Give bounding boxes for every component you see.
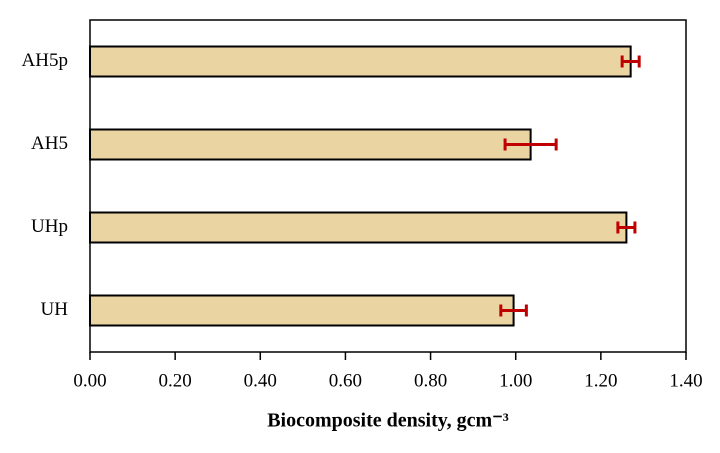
- y-tick-label: AH5: [31, 133, 68, 154]
- x-tick-label: 0.60: [329, 370, 362, 391]
- x-tick-label: 1.40: [669, 370, 702, 391]
- y-tick-label: AH5p: [22, 50, 68, 71]
- error-bar: [503, 138, 558, 151]
- x-tick-label: 1.00: [499, 370, 532, 391]
- error-bar: [620, 55, 641, 68]
- x-tick-label: 0.00: [73, 370, 106, 391]
- x-tick-label: 0.40: [244, 370, 277, 391]
- x-tick-label: 0.80: [414, 370, 447, 391]
- x-tick-label: 0.20: [159, 370, 192, 391]
- bar: [89, 128, 532, 161]
- y-tick-label: UH: [41, 299, 69, 320]
- bar: [89, 45, 632, 78]
- error-bar: [499, 304, 528, 317]
- error-bar: [616, 221, 637, 234]
- plot-frame: [89, 19, 687, 353]
- x-tick-label: 1.20: [584, 370, 617, 391]
- bar: [89, 211, 628, 244]
- bar: [89, 294, 515, 327]
- y-tick-label: UHp: [31, 216, 68, 237]
- x-axis-label: Biocomposite density, gcm⁻³: [267, 410, 509, 432]
